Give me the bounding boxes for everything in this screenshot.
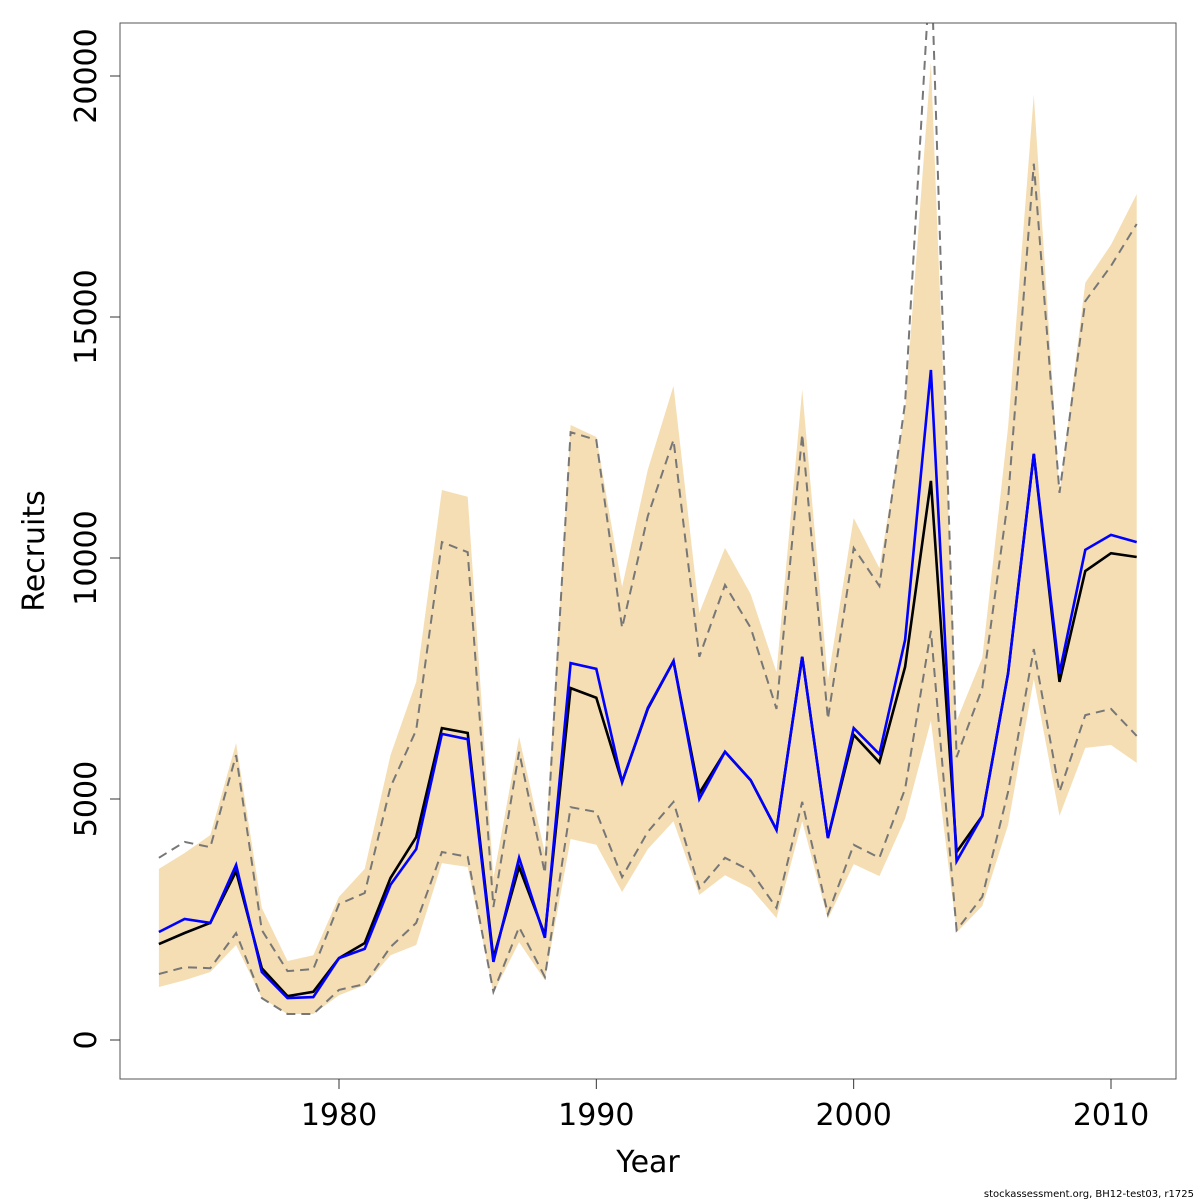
y-tick-label: 15000 xyxy=(69,269,104,364)
x-tick-label: 1990 xyxy=(558,1098,634,1133)
x-axis-title: Year xyxy=(615,1145,680,1180)
confidence-band xyxy=(158,62,1137,1014)
series-ci-lower xyxy=(158,630,1138,1015)
plot-area xyxy=(158,23,1138,1015)
y-tick-label: 20000 xyxy=(69,28,104,123)
axes: 0 5000 10000 15000 20000 1980 1990 2000 2010 xyxy=(69,28,1149,1133)
plot-frame xyxy=(119,22,1177,1080)
y-axis-title: Recruits xyxy=(17,490,52,612)
y-tick-label: 0 xyxy=(69,1030,104,1049)
series-ci-upper xyxy=(158,23,1138,973)
x-tick-label: 2010 xyxy=(1073,1098,1149,1133)
series-alternative-line xyxy=(158,369,1138,1000)
x-tick-label: 1980 xyxy=(301,1098,377,1133)
x-tick-label: 2000 xyxy=(816,1098,892,1133)
y-tick-label: 10000 xyxy=(69,510,104,605)
y-tick-label: 5000 xyxy=(69,761,104,837)
footer-credit: stockassessment.org, BH12-test03, r1725 xyxy=(984,1189,1194,1200)
